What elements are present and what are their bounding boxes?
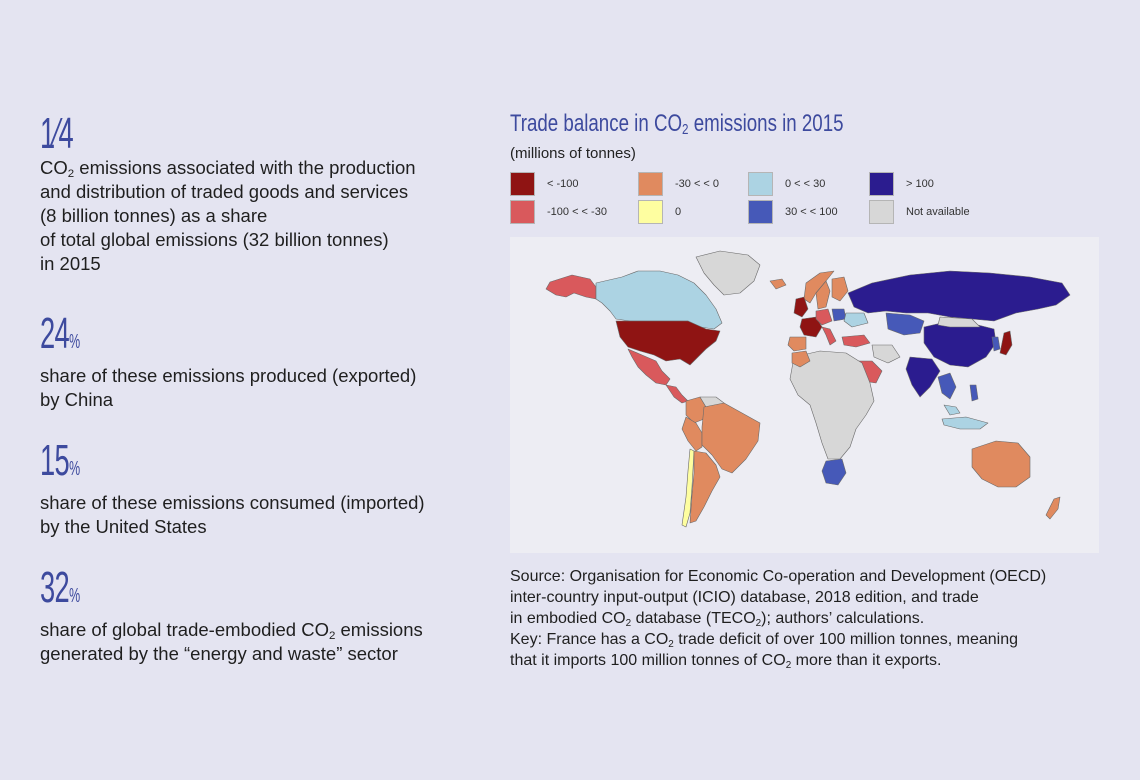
region-iceland xyxy=(769,278,787,290)
legend-swatch xyxy=(510,172,535,196)
region-argentina xyxy=(689,450,721,524)
stat-description: share of these emissions produced (expor… xyxy=(40,365,417,410)
region-india xyxy=(905,356,941,398)
region-spain xyxy=(787,336,807,352)
stat-us-share: 15% share of these emissions consumed (i… xyxy=(40,439,480,539)
legend-swatch xyxy=(869,200,894,224)
region-ukraine xyxy=(843,312,869,328)
region-turkey xyxy=(841,334,871,348)
stat-one-quarter: 1⁄4 CO2 emissions associated with the pr… xyxy=(40,112,480,276)
region-korea xyxy=(991,336,1001,352)
region-morocco xyxy=(791,350,811,368)
legend-label: 30 < < 100 xyxy=(785,206,838,218)
region-malaysia xyxy=(943,404,961,416)
region-poland xyxy=(831,308,847,322)
world-map-svg xyxy=(545,250,1071,528)
map-unit: (millions of tonnes) xyxy=(510,145,636,162)
legend-swatch xyxy=(748,172,773,196)
stat-description: share of these emissions consumed (impor… xyxy=(40,492,425,537)
region-china xyxy=(923,320,997,368)
map-legend: < -100 -100 < < -30 -30 < < 0 0 0 < < 30… xyxy=(510,172,990,224)
legend-label: -100 < < -30 xyxy=(547,206,607,218)
legend-swatch xyxy=(638,200,663,224)
region-australia xyxy=(971,440,1031,488)
legend-swatch xyxy=(748,200,773,224)
region-peru xyxy=(681,416,703,452)
region-brazil xyxy=(701,402,761,474)
region-russia xyxy=(847,270,1071,322)
legend-item: -100 < < -30 xyxy=(510,200,607,224)
region-africa xyxy=(789,350,875,460)
region-italy xyxy=(821,326,837,346)
legend-item: 30 < < 100 xyxy=(748,200,838,224)
legend-label: -30 < < 0 xyxy=(675,178,720,190)
region-united-kingdom xyxy=(793,296,809,318)
legend-label: 0 xyxy=(675,206,682,218)
stat-description: CO2 emissions associated with the produc… xyxy=(40,157,416,274)
stat-value: 24% xyxy=(40,309,80,358)
region-indonesia xyxy=(941,416,989,430)
region-alaska xyxy=(545,274,597,300)
stat-energy-share: 32% share of global trade-embodied CO2 e… xyxy=(40,566,480,666)
stat-description: share of global trade-embodied CO2 emiss… xyxy=(40,619,423,664)
legend-item: < -100 xyxy=(510,172,579,196)
legend-item: 0 xyxy=(638,200,681,224)
region-canada xyxy=(595,270,723,330)
region-finland xyxy=(831,276,849,302)
region-new-zealand xyxy=(1045,496,1061,520)
region-germany xyxy=(815,308,833,326)
legend-label: < -100 xyxy=(547,178,579,190)
stat-value: 32% xyxy=(40,563,80,612)
map-title: Trade balance in CO2 emissions in 2015 xyxy=(510,110,844,138)
region-philippines xyxy=(969,384,979,402)
legend-label: Not available xyxy=(906,206,970,218)
region-japan xyxy=(999,330,1013,356)
legend-item: 0 < < 30 xyxy=(748,172,825,196)
legend-swatch xyxy=(510,200,535,224)
region-chile xyxy=(681,448,695,528)
legend-item: > 100 xyxy=(869,172,934,196)
stat-value: 15% xyxy=(40,436,80,485)
region-south-africa xyxy=(821,458,847,486)
stat-china-share: 24% share of these emissions produced (e… xyxy=(40,312,480,412)
legend-swatch xyxy=(869,172,894,196)
region-kazakhstan xyxy=(885,312,925,336)
region-central-america xyxy=(665,384,689,404)
region-southeast-asia xyxy=(937,372,957,400)
region-mongolia xyxy=(937,316,981,328)
legend-label: 0 < < 30 xyxy=(785,178,826,190)
legend-label: > 100 xyxy=(906,178,934,190)
stat-value: 1⁄4 xyxy=(40,109,74,158)
legend-item: -30 < < 0 xyxy=(638,172,719,196)
world-map xyxy=(510,237,1099,553)
legend-item: Not available xyxy=(869,200,970,224)
region-iran xyxy=(871,344,901,364)
region-greenland xyxy=(695,250,761,296)
legend-swatch xyxy=(638,172,663,196)
region-united-states xyxy=(615,320,721,366)
source-note: Source: Organisation for Economic Co-ope… xyxy=(510,568,1047,671)
region-sweden xyxy=(815,280,831,310)
